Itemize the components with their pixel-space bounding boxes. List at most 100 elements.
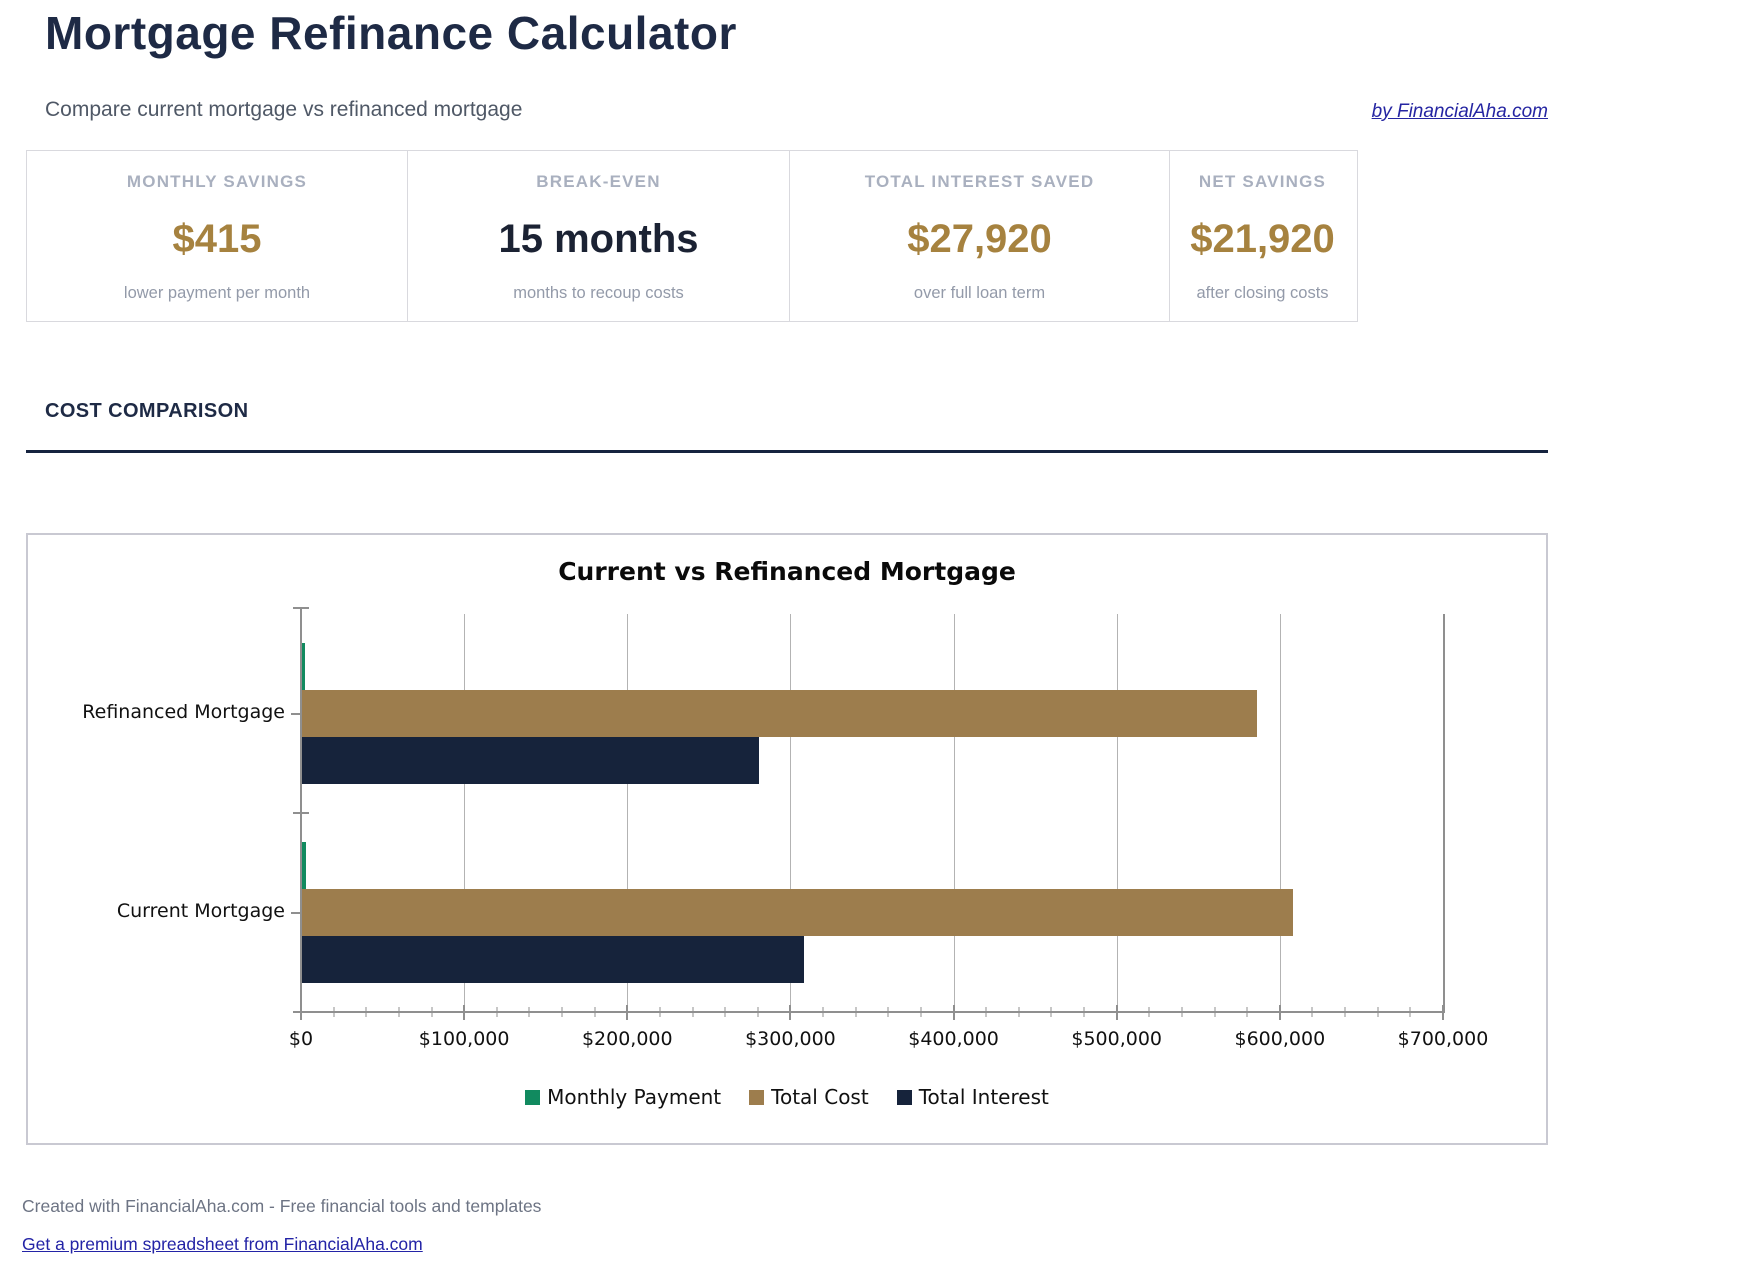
stat-card-break-even: BREAK-EVEN 15 months months to recoup co… — [408, 151, 790, 321]
x-minor-tick — [594, 1007, 596, 1017]
x-tick-label: $200,000 — [581, 1028, 673, 1050]
x-minor-tick — [855, 1007, 857, 1017]
x-axis-line — [299, 1011, 1445, 1013]
gridline — [790, 614, 792, 1012]
x-minor-tick — [528, 1007, 530, 1017]
x-minor-tick — [365, 1007, 367, 1017]
stat-card-net-savings: NET SAVINGS $21,920 after closing costs — [1170, 151, 1355, 321]
legend-item: Monthly Payment — [525, 1085, 721, 1109]
x-minor-tick — [333, 1007, 335, 1017]
x-minor-tick — [887, 1007, 889, 1017]
stat-card-monthly-savings: MONTHLY SAVINGS $415 lower payment per m… — [27, 151, 408, 321]
plot-area: $0 $100,000 $200,000 $300,000 $400,000 $500,0… — [289, 607, 1488, 1050]
legend-item: Total Cost — [749, 1085, 869, 1109]
stat-caption: months to recoup costs — [513, 284, 684, 302]
bar-total-interest-refinanced-mortgage — [302, 737, 759, 784]
section-rule — [26, 450, 1548, 453]
bar-total-interest-current-mortgage — [302, 936, 805, 983]
stat-caption: over full loan term — [913, 284, 1046, 302]
bar-total-cost-current-mortgage — [302, 889, 1294, 936]
x-tick-label: $700,000 — [1397, 1028, 1489, 1050]
byline-link[interactable]: by FinancialAha.com — [1371, 101, 1548, 122]
x-tick-label: $300,000 — [745, 1028, 836, 1050]
page-title: Mortgage Refinance Calculator — [45, 7, 737, 59]
bar-group-current-mortgage — [302, 842, 1443, 983]
x-minor-tick — [1018, 1007, 1020, 1017]
x-minor-tick — [1148, 1007, 1150, 1017]
stat-value: $27,920 — [907, 217, 1052, 261]
legend-label: Monthly Payment — [547, 1085, 722, 1109]
chart-legend: Monthly Payment Total Cost Total Interest — [28, 1085, 1546, 1109]
x-minor-tick — [1311, 1007, 1313, 1017]
x-major-tick — [789, 1005, 792, 1020]
x-minor-tick — [431, 1007, 432, 1017]
y-tick — [291, 911, 301, 914]
legend-swatch — [749, 1089, 765, 1105]
stat-card-total-interest-saved: TOTAL INTEREST SAVED $27,920 over full l… — [790, 151, 1170, 321]
gridline — [1279, 614, 1281, 1012]
x-minor-tick — [1083, 1007, 1085, 1017]
stats-row: MONTHLY SAVINGS $415 lower payment per m… — [26, 150, 1358, 322]
x-minor-tick — [985, 1007, 987, 1017]
x-minor-tick — [1344, 1007, 1346, 1017]
gridline — [1116, 614, 1118, 1012]
y-axis-line — [300, 607, 302, 1012]
bar-monthly-payment-refinanced-mortgage — [302, 643, 305, 690]
x-minor-tick — [561, 1007, 563, 1017]
x-minor-tick — [1181, 1007, 1183, 1017]
legend-label: Total Cost — [771, 1085, 869, 1109]
stat-value: $415 — [172, 217, 262, 261]
footer-credit: Created with FinancialAha.com - Free fin… — [22, 1196, 542, 1216]
x-minor-tick — [1214, 1007, 1216, 1017]
page-subtitle: Compare current mortgage vs refinanced m… — [45, 98, 523, 121]
x-tick-label: $400,000 — [908, 1028, 999, 1050]
legend-swatch — [525, 1089, 541, 1105]
bar-monthly-payment-current-mortgage — [302, 842, 306, 889]
y-axis-cap-tick — [293, 812, 309, 814]
x-minor-tick — [1050, 1007, 1052, 1017]
x-tick-label: $500,000 — [1071, 1028, 1163, 1050]
category-label: Refinanced Mortgage — [82, 700, 285, 723]
x-major-tick — [300, 1005, 302, 1020]
x-major-tick — [626, 1005, 629, 1020]
gridline — [627, 614, 629, 1012]
stat-caption: after closing costs — [1196, 284, 1329, 302]
bar-group-refinanced-mortgage — [302, 643, 1443, 784]
x-major-tick — [463, 1005, 466, 1020]
stat-value: $21,920 — [1190, 217, 1335, 261]
x-minor-tick — [757, 1007, 759, 1017]
gridline — [1443, 614, 1445, 1012]
legend-swatch — [896, 1089, 912, 1105]
x-tick-label: $100,000 — [418, 1028, 510, 1050]
x-minor-tick — [496, 1007, 498, 1017]
stat-value: 15 months — [498, 217, 699, 261]
x-minor-tick — [920, 1007, 922, 1017]
footer-premium-link[interactable]: Get a premium spreadsheet from Financial… — [22, 1234, 423, 1254]
stat-label: NET SAVINGS — [1198, 172, 1327, 191]
x-minor-tick — [398, 1007, 400, 1017]
x-major-tick — [952, 1005, 955, 1020]
x-tick-label: $0 — [288, 1028, 314, 1050]
gridline — [953, 614, 955, 1012]
legend-item: Total Interest — [896, 1085, 1049, 1109]
category-label: Current Mortgage — [116, 899, 285, 922]
x-minor-tick — [822, 1007, 824, 1017]
chart-card: Current vs Refinanced Mortgage $0 $100,00… — [26, 533, 1548, 1145]
x-major-tick — [1442, 1005, 1444, 1020]
chart-title: Current vs Refinanced Mortgage — [558, 557, 1016, 586]
x-minor-tick — [659, 1007, 661, 1017]
x-major-tick — [1278, 1005, 1281, 1020]
x-minor-tick — [724, 1007, 726, 1017]
gridline — [464, 614, 466, 1012]
legend-label: Total Interest — [918, 1085, 1049, 1109]
x-major-tick — [1115, 1005, 1118, 1020]
stat-label: MONTHLY SAVINGS — [126, 172, 308, 191]
stat-caption: lower payment per month — [123, 284, 311, 302]
stat-label: TOTAL INTEREST SAVED — [864, 172, 1095, 191]
y-tick — [291, 712, 301, 715]
stat-label: BREAK-EVEN — [536, 172, 661, 191]
x-minor-tick — [1377, 1007, 1379, 1017]
x-minor-tick — [692, 1007, 694, 1017]
bar-total-cost-refinanced-mortgage — [302, 690, 1258, 737]
x-tick-label: $600,000 — [1234, 1028, 1326, 1050]
